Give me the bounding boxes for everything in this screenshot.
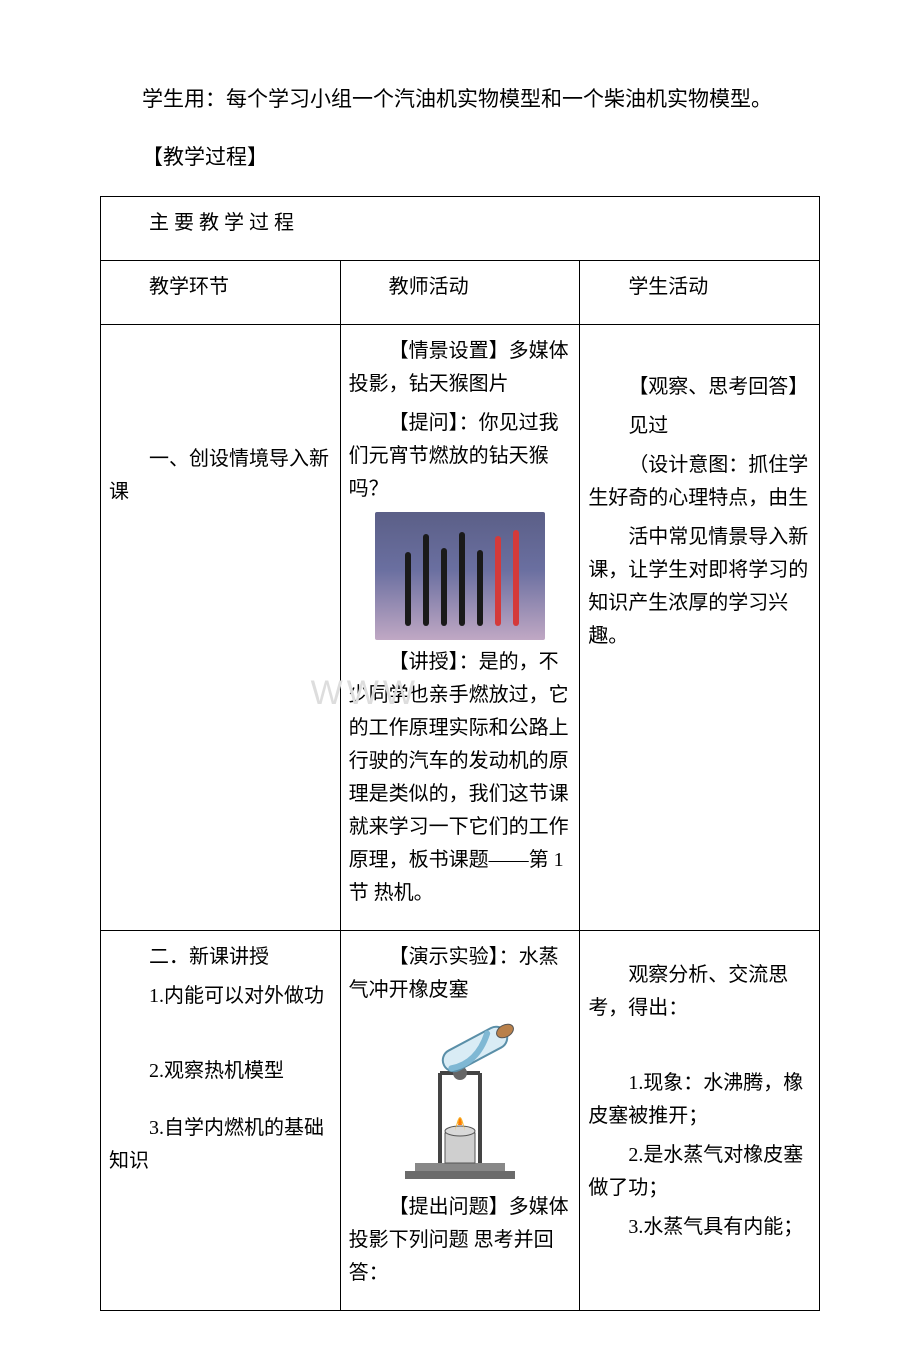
row2-left-3: 2.观察热机模型 (109, 1055, 332, 1088)
row2-left-1: 二．新课讲授 (109, 941, 332, 974)
page: 学生用：每个学习小组一个汽油机实物模型和一个柴油机实物模型。 【教学过程】 主 … (0, 0, 920, 1351)
burner-image (385, 1013, 535, 1183)
fireworks-sticks (375, 512, 545, 640)
row1-right-cell: 【观察、思考回答】 见过 （设计意图：抓住学生好奇的心理特点，由生 活中常见情景… (580, 324, 820, 930)
row1-mid-2: 【提问】：你见过我们元宵节燃放的钻天猴吗？ (349, 407, 572, 506)
row2-left-4: 3.自学内燃机的基础知识 (109, 1112, 332, 1178)
table-row: 一、创设情境导入新课 【情景设置】多媒体投影，钻天猴图片 【提问】：你见过我们元… (101, 324, 820, 930)
row1-left-cell: 一、创设情境导入新课 (101, 324, 341, 930)
row2-left-2: 1.内能可以对外做功 (109, 980, 332, 1013)
table-row: 二．新课讲授 1.内能可以对外做功 2.观察热机模型 3.自学内燃机的基础知识 … (101, 930, 820, 1310)
section-heading: 【教学过程】 (100, 138, 820, 178)
row1-right-3: （设计意图：抓住学生好奇的心理特点，由生 (588, 449, 811, 515)
row2-mid-2: 【提出问题】多媒体投影下列问题 思考并回答： (349, 1191, 572, 1290)
table-header-full: 主 要 教 学 过 程 (101, 196, 820, 260)
row1-left-text: 一、创设情境导入新课 (109, 443, 332, 509)
header-full-text: 主 要 教 学 过 程 (109, 207, 811, 240)
row1-mid-cell: 【情景设置】多媒体投影，钻天猴图片 【提问】：你见过我们元宵节燃放的钻天猴吗？ … (340, 324, 580, 930)
row2-mid-1: 【演示实验】：水蒸气冲开橡皮塞 (349, 941, 572, 1007)
row1-mid-1: 【情景设置】多媒体投影，钻天猴图片 (349, 335, 572, 401)
teaching-process-table: 主 要 教 学 过 程 教学环节 教师活动 学生活动 一、创设情境导入新课 【情… (100, 196, 820, 1311)
row2-right-4: 3.水蒸气具有内能； (588, 1211, 811, 1244)
col-header-3: 学生活动 (588, 271, 811, 304)
row2-right-1: 观察分析、交流思考，得出： (588, 959, 811, 1025)
row2-left-cell: 二．新课讲授 1.内能可以对外做功 2.观察热机模型 3.自学内燃机的基础知识 (101, 930, 341, 1310)
row2-right-cell: 观察分析、交流思考，得出： 1.现象：水沸腾，橡皮塞被推开； 2.是水蒸气对橡皮… (580, 930, 820, 1310)
table-column-headers: 教学环节 教师活动 学生活动 (101, 260, 820, 324)
col-header-1: 教学环节 (109, 271, 332, 304)
intro-paragraph: 学生用：每个学习小组一个汽油机实物模型和一个柴油机实物模型。 (100, 80, 820, 120)
row1-right-2: 见过 (588, 410, 811, 443)
row2-right-2: 1.现象：水沸腾，橡皮塞被推开； (588, 1067, 811, 1133)
row1-mid-3: 【讲授】：是的，不少同学也亲手燃放过，它的工作原理实际和公路上行驶的汽车的发动机… (349, 646, 572, 910)
fireworks-image (375, 512, 545, 640)
row1-right-1: 【观察、思考回答】 (588, 371, 811, 404)
row2-right-3: 2.是水蒸气对橡皮塞做了功； (588, 1139, 811, 1205)
row2-mid-cell: 【演示实验】：水蒸气冲开橡皮塞 【提出问题】多媒体投影下列问题 (340, 930, 580, 1310)
row1-right-4: 活中常见情景导入新课，让学生对即将学习的知识产生浓厚的学习兴趣。 (588, 521, 811, 653)
col-header-2: 教师活动 (349, 271, 572, 304)
